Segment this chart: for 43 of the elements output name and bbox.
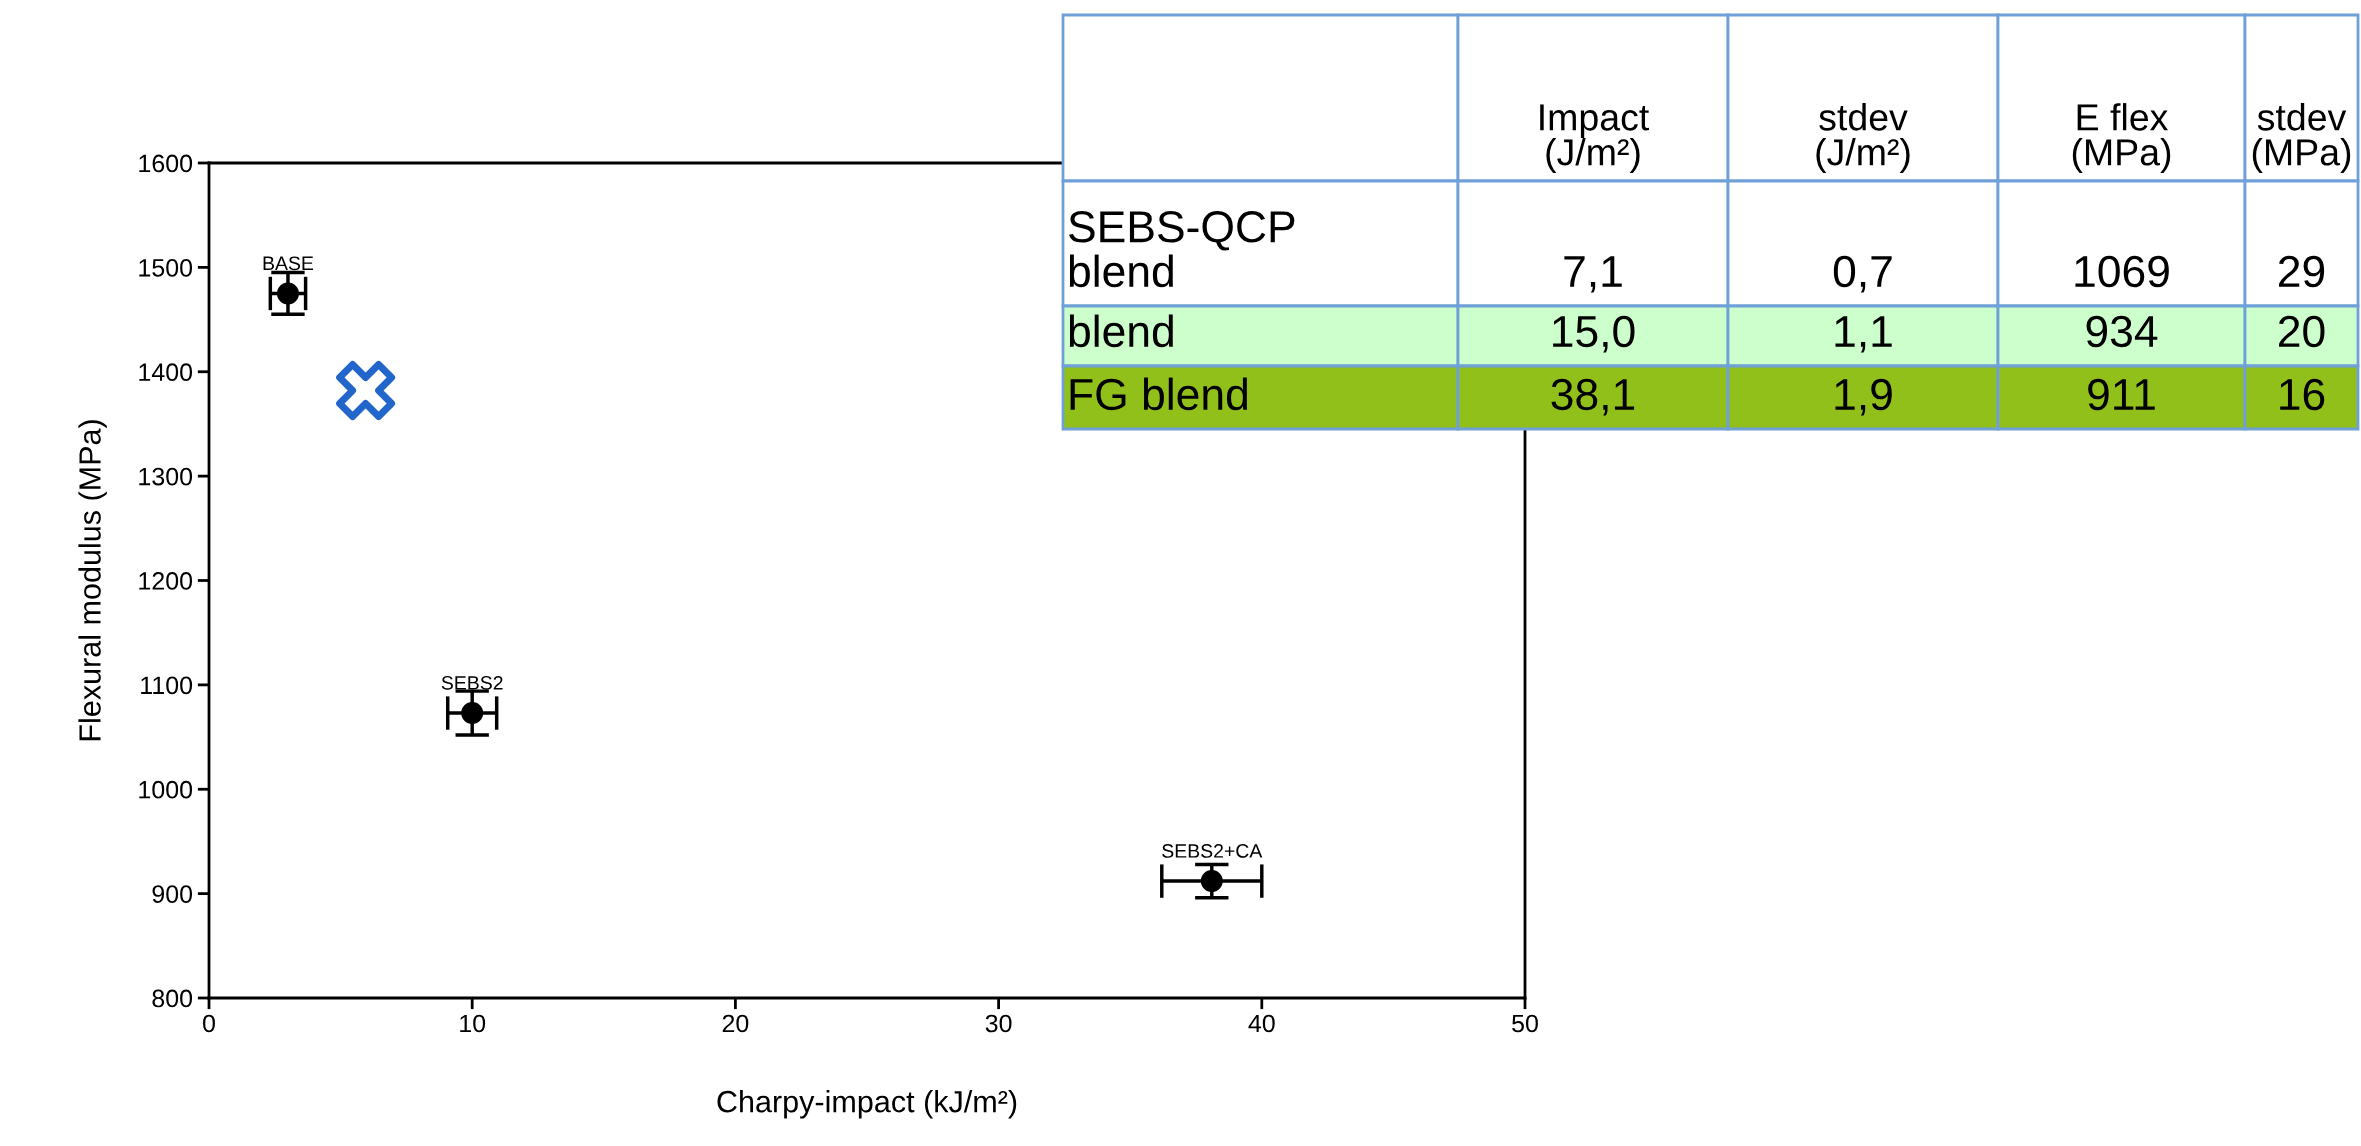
text: 16 — [2280, 378, 2325, 411]
x-axis-title: Charpy-impact (kJ/m²) — [717, 1090, 1017, 1119]
category-label: stdev (MPa) — [2252, 103, 2351, 173]
y-axis-title: Flexural modulus (MPa) — [78, 420, 107, 741]
x-tick-label: 0 — [203, 1014, 215, 1033]
point — [276, 282, 299, 305]
annotation: BASE — [263, 256, 314, 271]
y-tick-label: 1600 — [139, 154, 193, 173]
text: 1,1 — [1835, 316, 1892, 353]
point — [1200, 870, 1223, 893]
y-tick-label: 800 — [152, 989, 193, 1008]
category-label: FG blend — [1070, 377, 1247, 411]
text: 0,7 — [1833, 255, 1892, 293]
text: 15,0 — [1553, 315, 1635, 353]
text: 20 — [2279, 315, 2325, 348]
annotation: SEBS2+CA — [1162, 844, 1263, 858]
text: 934 — [2086, 315, 2158, 348]
y-tick-label: 1400 — [139, 363, 193, 382]
y-tick-label: 1300 — [139, 467, 193, 486]
point — [336, 361, 396, 420]
y-tick-label: 900 — [152, 885, 193, 903]
y-tick-label: 1000 — [139, 780, 193, 799]
text: 1069 — [2075, 255, 2169, 288]
point — [461, 702, 484, 725]
x-tick-label: 50 — [1512, 1014, 1538, 1033]
x-tick-label: 10 — [460, 1014, 486, 1033]
category-label: Impact (J/m²) — [1540, 104, 1649, 173]
category-label: stdev (J/m²) — [1816, 103, 1910, 173]
text: 38,1 — [1551, 378, 1635, 416]
text: 1,9 — [1835, 378, 1892, 416]
text: 7,1 — [1564, 256, 1622, 293]
x-tick-label: 20 — [722, 1014, 749, 1033]
text: 29 — [2279, 255, 2325, 288]
y-tick-label: 1500 — [139, 258, 193, 277]
y-tick-label: 1200 — [139, 572, 193, 590]
x-tick-label: 40 — [1248, 1014, 1275, 1033]
y-tick-label: 1100 — [141, 676, 193, 695]
category-label: E flex (MPa) — [2072, 103, 2171, 173]
category-label: SEBS-QCP blend — [1069, 211, 1295, 288]
text: 911 — [2088, 378, 2155, 411]
category-label: blend — [1069, 314, 1173, 348]
annotation: SEBS2 — [441, 676, 503, 690]
x-tick-label: 30 — [985, 1014, 1012, 1033]
